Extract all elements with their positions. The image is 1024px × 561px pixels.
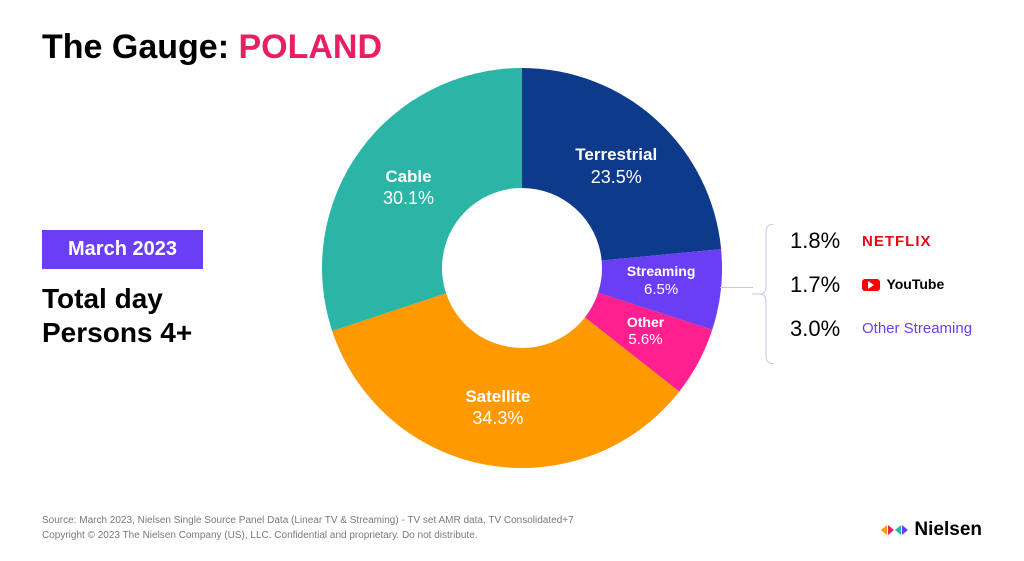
youtube-text: YouTube: [886, 276, 944, 292]
title-prefix: The Gauge:: [42, 28, 238, 66]
breakout-pct: 1.8%: [790, 228, 848, 254]
chart-subtitle: Total day Persons 4+: [42, 282, 192, 349]
nielsen-logo-icon: [881, 525, 908, 535]
breakout-row-other: 3.0% Other Streaming: [790, 316, 1000, 342]
footer-line-1: Source: March 2023, Nielsen Single Sourc…: [42, 513, 574, 528]
subtitle-line-2: Persons 4+: [42, 316, 192, 350]
donut-svg: [312, 58, 732, 478]
nielsen-logo: Nielsen: [881, 519, 982, 541]
breakout-bracket: [752, 224, 774, 364]
breakout-pct: 3.0%: [790, 316, 848, 342]
netflix-logo: NETFLIX: [862, 233, 932, 250]
footer-source: Source: March 2023, Nielsen Single Sourc…: [42, 513, 574, 543]
donut-slice-cable: [322, 68, 522, 331]
donut-chart: Terrestrial23.5%Streaming6.5%Other5.6%Sa…: [312, 58, 732, 478]
subtitle-line-1: Total day: [42, 282, 192, 316]
streaming-breakout: 1.8% NETFLIX 1.7% YouTube 3.0% Other Str…: [790, 228, 1000, 360]
nielsen-logo-text: Nielsen: [914, 519, 982, 541]
youtube-play-icon: [862, 279, 880, 291]
breakout-pct: 1.7%: [790, 272, 848, 298]
donut-slice-terrestrial: [522, 68, 721, 260]
date-badge: March 2023: [42, 230, 203, 269]
breakout-row-youtube: 1.7% YouTube: [790, 272, 1000, 298]
breakout-label: Other Streaming: [862, 320, 972, 337]
footer-line-2: Copyright © 2023 The Nielsen Company (US…: [42, 528, 574, 543]
youtube-logo: YouTube: [862, 276, 944, 294]
breakout-leader-line: [720, 287, 753, 288]
breakout-row-netflix: 1.8% NETFLIX: [790, 228, 1000, 254]
